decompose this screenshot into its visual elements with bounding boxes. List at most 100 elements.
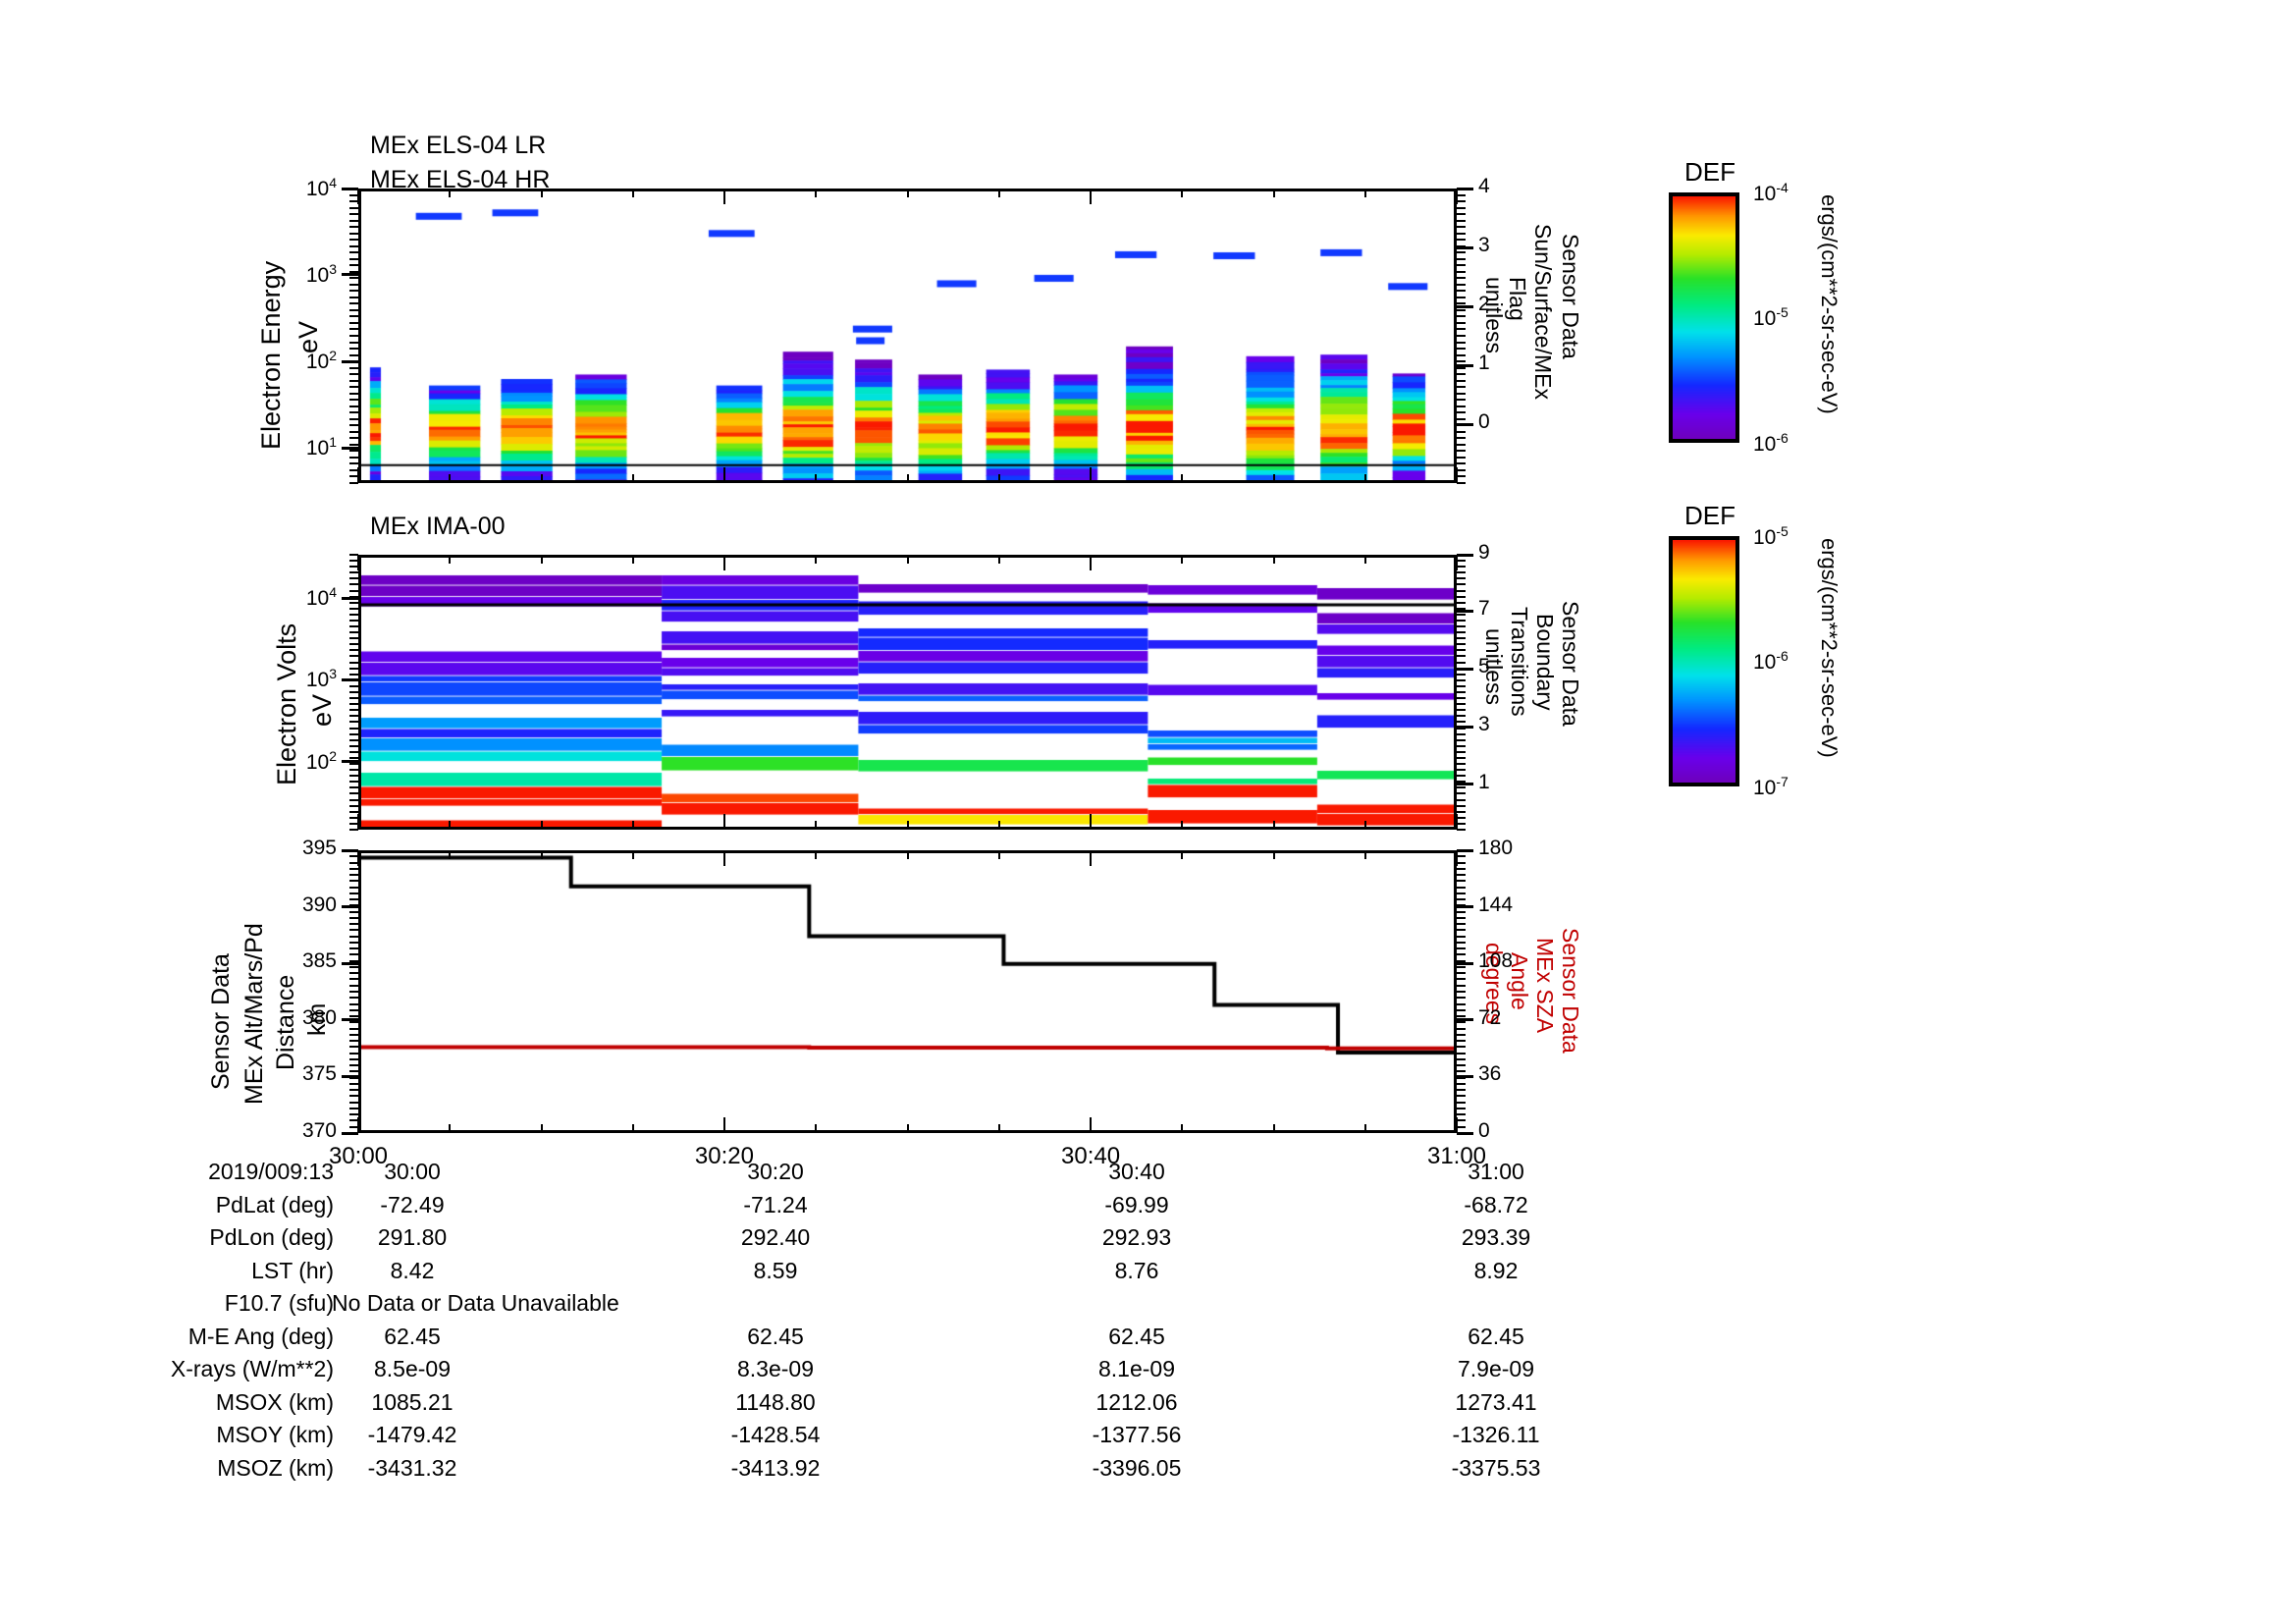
ima-title: MEx IMA-00 bbox=[370, 513, 506, 540]
tick-minor-right-2-2 bbox=[1457, 861, 1466, 864]
table-cell-3-0: 8.42 bbox=[390, 1257, 435, 1283]
tick-major-right-0-4 bbox=[1457, 422, 1473, 426]
xtick-bottom-2-6 bbox=[906, 1124, 909, 1133]
xtick-bottom-1-0 bbox=[357, 814, 359, 830]
ytick-right-label-2-0: 180 bbox=[1478, 837, 1514, 859]
xtick-bottom-2-7 bbox=[997, 1124, 1000, 1133]
els-right-l1: Sensor Data bbox=[1558, 234, 1584, 359]
tick-minor-right-1-11 bbox=[1457, 619, 1466, 622]
panel-els bbox=[358, 189, 1457, 483]
ytick-label-0-0: 104 bbox=[305, 175, 337, 200]
tick-minor-left-0-18 bbox=[349, 302, 358, 305]
tick-minor-right-1-18 bbox=[1457, 661, 1466, 664]
tick-minor-right-0-40 bbox=[1457, 443, 1466, 446]
tick-minor-left-0-3 bbox=[349, 206, 358, 209]
tick-minor-left-2-44 bbox=[349, 1119, 358, 1122]
tick-minor-left-1-33 bbox=[349, 750, 358, 753]
xtick-bottom-1-6 bbox=[906, 821, 909, 830]
tick-minor-left-2-32 bbox=[349, 1046, 358, 1049]
tick-minor-left-2-17 bbox=[349, 953, 358, 956]
ima-right-l3w: Transitions bbox=[1507, 607, 1532, 803]
tick-minor-right-0-6 bbox=[1457, 226, 1466, 229]
xtick-bottom-0-10 bbox=[1272, 474, 1275, 483]
tick-minor-left-1-22 bbox=[349, 684, 358, 687]
tick-minor-right-2-7 bbox=[1457, 892, 1466, 894]
table-cell-0-1: 30:20 bbox=[747, 1159, 804, 1184]
tick-minor-right-2-27 bbox=[1457, 1015, 1466, 1018]
tick-minor-left-1-13 bbox=[349, 631, 358, 634]
tick-minor-right-0-44 bbox=[1457, 468, 1466, 471]
tick-minor-right-1-22 bbox=[1457, 684, 1466, 687]
tick-minor-left-0-12 bbox=[349, 264, 358, 267]
alt-ylabel-l1: Sensor Data bbox=[207, 953, 235, 1090]
tick-minor-left-0-11 bbox=[349, 257, 358, 260]
tick-major-left-1-0 bbox=[342, 596, 358, 600]
table-cell-8-2: -1377.56 bbox=[1092, 1422, 1182, 1447]
xtick-top-1-7 bbox=[997, 555, 1000, 564]
els-title-hr: MEx ELS-04 HR bbox=[370, 166, 551, 193]
tick-minor-right-1-15 bbox=[1457, 643, 1466, 646]
tick-minor-left-0-23 bbox=[349, 335, 358, 337]
tick-minor-left-0-30 bbox=[349, 379, 358, 382]
els-right-l2w: Sun/Surface/MEx bbox=[1530, 224, 1556, 460]
ytick-right-label-2-5: 0 bbox=[1478, 1119, 1490, 1142]
els-title-lr: MEx ELS-04 LR bbox=[370, 132, 547, 159]
table-cell-3-2: 8.76 bbox=[1114, 1257, 1159, 1283]
tick-minor-right-2-24 bbox=[1457, 997, 1466, 1000]
tick-minor-right-2-45 bbox=[1457, 1125, 1466, 1128]
tick-minor-right-2-9 bbox=[1457, 904, 1466, 907]
table-cell-0-0: 30:00 bbox=[384, 1159, 441, 1184]
table-cell-6-1: 8.3e-09 bbox=[736, 1356, 815, 1381]
els-ylabel-units: eV bbox=[294, 320, 323, 353]
tick-minor-right-0-27 bbox=[1457, 360, 1466, 363]
alt-ylabel-l3w: Distance bbox=[272, 938, 299, 1070]
xtick-bottom-2-5 bbox=[815, 1124, 818, 1133]
tick-minor-left-2-28 bbox=[349, 1021, 358, 1024]
tick-minor-right-0-42 bbox=[1457, 456, 1466, 459]
tick-minor-left-1-5 bbox=[349, 583, 358, 586]
tick-minor-right-2-35 bbox=[1457, 1064, 1466, 1067]
tick-minor-right-2-8 bbox=[1457, 898, 1466, 901]
xtick-bottom-0-0 bbox=[357, 467, 359, 483]
tick-minor-left-2-39 bbox=[349, 1089, 358, 1092]
tick-minor-right-1-1 bbox=[1457, 560, 1466, 563]
tick-minor-left-2-20 bbox=[349, 972, 358, 975]
panel-alt-sza bbox=[358, 850, 1457, 1133]
tick-minor-right-2-19 bbox=[1457, 965, 1466, 968]
tick-minor-right-2-40 bbox=[1457, 1095, 1466, 1098]
tick-minor-right-0-41 bbox=[1457, 450, 1466, 453]
alt-ylabel-l2w: MEx Alt/Mars/Pd bbox=[240, 908, 268, 1105]
xtick-top-1-2 bbox=[540, 555, 543, 564]
tick-minor-right-0-30 bbox=[1457, 379, 1466, 382]
tick-minor-left-0-33 bbox=[349, 399, 358, 402]
tick-minor-left-0-17 bbox=[349, 296, 358, 298]
tick-minor-left-2-45 bbox=[349, 1125, 358, 1128]
tick-minor-right-1-26 bbox=[1457, 709, 1466, 712]
colorbar-ima-gradient bbox=[1669, 536, 1739, 786]
ytick-right-label-2-2: 108 bbox=[1478, 949, 1514, 973]
ytick-label-2-2: 385 bbox=[301, 949, 337, 973]
tick-minor-right-0-19 bbox=[1457, 308, 1466, 311]
xtick-bottom-0-6 bbox=[906, 474, 909, 483]
tick-minor-right-1-16 bbox=[1457, 649, 1466, 652]
tick-minor-right-0-35 bbox=[1457, 411, 1466, 414]
tick-minor-right-2-39 bbox=[1457, 1089, 1466, 1092]
table-cell-9-0: -3431.32 bbox=[367, 1454, 457, 1481]
xtick-bottom-2-10 bbox=[1272, 1124, 1275, 1133]
ytick-right-label-2-1: 144 bbox=[1478, 893, 1514, 916]
table-cell-1-0: -72.49 bbox=[380, 1191, 445, 1217]
ytick-right-label-2-4: 36 bbox=[1478, 1062, 1502, 1086]
tick-minor-left-1-26 bbox=[349, 709, 358, 712]
tick-major-left-2-3 bbox=[342, 1018, 358, 1022]
tick-major-right-2-1 bbox=[1457, 905, 1473, 909]
tick-minor-left-0-26 bbox=[349, 353, 358, 356]
tick-minor-left-2-18 bbox=[349, 959, 358, 962]
tick-minor-right-1-46 bbox=[1457, 829, 1466, 831]
tick-minor-left-2-10 bbox=[349, 910, 358, 913]
tick-minor-left-1-25 bbox=[349, 703, 358, 706]
ima-right-l2w: Boundary bbox=[1532, 614, 1558, 790]
tick-minor-left-1-41 bbox=[349, 798, 358, 801]
table-row-label-4: F10.7 (sfu) bbox=[224, 1290, 334, 1316]
tick-minor-right-1-20 bbox=[1457, 673, 1466, 676]
ytick-right-label-1-2: 5 bbox=[1478, 655, 1490, 678]
